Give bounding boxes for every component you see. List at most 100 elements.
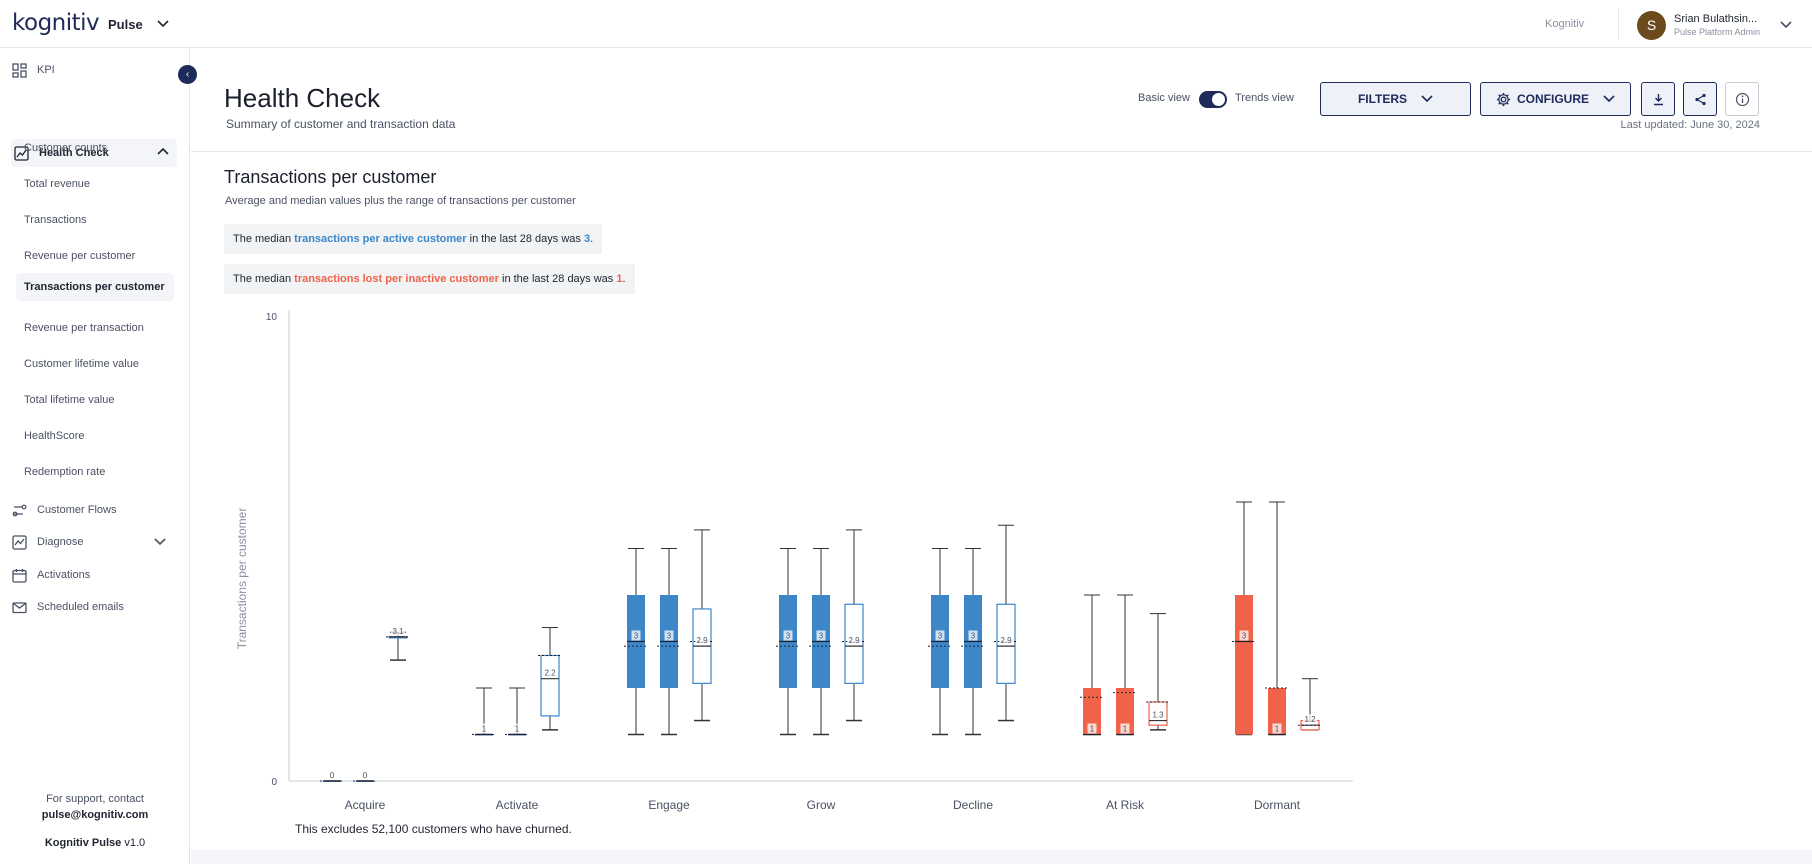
flows-icon bbox=[12, 504, 27, 516]
configure-label: CONFIGURE bbox=[1517, 92, 1589, 106]
configure-button[interactable]: CONFIGURE bbox=[1480, 82, 1631, 116]
data-label-bg bbox=[360, 770, 370, 780]
box bbox=[1268, 688, 1286, 735]
toggle-knob bbox=[1212, 93, 1225, 106]
box bbox=[540, 654, 560, 717]
kognitiv-logo[interactable]: kognitiv bbox=[12, 10, 100, 36]
user-menu[interactable]: S Srian Bulathsin... Pulse Platform Admi… bbox=[1637, 9, 1792, 41]
callout-text: The median bbox=[233, 273, 295, 285]
sidebar-item-label: KPI bbox=[37, 64, 55, 76]
chevron-down-icon[interactable] bbox=[154, 538, 166, 546]
info-icon bbox=[1735, 92, 1749, 106]
avatar: S bbox=[1637, 10, 1666, 40]
box bbox=[1116, 688, 1134, 735]
sidebar-item-customer-flows[interactable]: Customer Flows bbox=[12, 496, 116, 524]
sidebar-item-label: Activations bbox=[37, 569, 91, 581]
sidebar-sub-transactions[interactable]: Transactions bbox=[24, 214, 87, 226]
data-label: 1 bbox=[1123, 725, 1128, 734]
data-label: 2.9 bbox=[1000, 636, 1012, 645]
data-label: 1 bbox=[515, 725, 520, 734]
data-label: 2.9 bbox=[848, 636, 860, 645]
app-switcher[interactable]: Pulse bbox=[100, 0, 169, 48]
data-label-bg bbox=[1151, 709, 1165, 720]
sidebar-sub-total-lifetime-value[interactable]: Total lifetime value bbox=[24, 394, 115, 406]
data-label-bg bbox=[847, 635, 861, 646]
data-label: 2.2 bbox=[544, 669, 556, 678]
data-label-bg bbox=[968, 630, 978, 641]
data-label: 1 bbox=[1275, 725, 1280, 734]
x-tick-label: At Risk bbox=[1106, 798, 1145, 812]
y-tick-label: 10 bbox=[266, 312, 278, 323]
sidebar-sub-total-revenue[interactable]: Total revenue bbox=[24, 178, 91, 190]
data-label-bg bbox=[391, 625, 405, 636]
mail-icon bbox=[12, 601, 27, 613]
sidebar-sub-transactions-per-customer[interactable]: Transactions per customer bbox=[16, 273, 174, 301]
section-title: Transactions per customer bbox=[224, 167, 437, 187]
topbar-divider bbox=[1618, 8, 1619, 40]
data-label: 0 bbox=[363, 771, 368, 780]
chevron-up-icon[interactable] bbox=[157, 147, 169, 155]
page-title: Health Check bbox=[224, 83, 381, 113]
sidebar-sub-redemption-rate[interactable]: Redemption rate bbox=[24, 466, 106, 478]
last-updated: Last updated: June 30, 2024 bbox=[1620, 119, 1760, 131]
data-label-bg bbox=[543, 667, 557, 678]
data-label: 3 bbox=[634, 632, 639, 641]
callout-text: The median bbox=[233, 233, 295, 245]
data-label: 1 bbox=[1090, 725, 1095, 734]
callout-value: 3 bbox=[583, 233, 591, 245]
sidebar-item-label: Diagnose bbox=[37, 536, 84, 548]
chevron-down-icon bbox=[157, 20, 169, 28]
sidebar-item-label: Health Check bbox=[39, 147, 109, 159]
version: v1.0 bbox=[124, 837, 146, 849]
data-label-bg bbox=[935, 630, 945, 641]
callout-inactive-median: The median transactions lost per inactiv… bbox=[224, 264, 635, 294]
download-button[interactable] bbox=[1641, 82, 1675, 116]
view-toggle[interactable] bbox=[1199, 91, 1227, 108]
data-label: 3.1 bbox=[392, 627, 404, 636]
logo-text: kognitiv bbox=[12, 10, 100, 36]
callout-text: . bbox=[590, 233, 594, 245]
callout-metric: transactions per active customer bbox=[294, 233, 467, 245]
sidebar-item-health-check[interactable]: Health Check bbox=[11, 139, 177, 167]
data-label-bg bbox=[816, 630, 826, 641]
sidebar-sub-customer-counts[interactable]: Customer counts bbox=[24, 142, 108, 154]
data-label: 3 bbox=[971, 632, 976, 641]
chevron-down-icon bbox=[1780, 21, 1792, 29]
x-tick-label: Acquire bbox=[345, 798, 386, 812]
data-label-bg bbox=[1087, 723, 1097, 734]
x-tick-label: Engage bbox=[648, 798, 690, 812]
x-tick-label: Dormant bbox=[1254, 798, 1301, 812]
x-tick-label: Grow bbox=[807, 798, 836, 812]
support-text: For support, contact bbox=[46, 793, 144, 805]
basic-view-label: Basic view bbox=[1138, 92, 1190, 104]
data-label: 1 bbox=[482, 725, 487, 734]
boxplot-chart: 0 10 Transactions per customer Acquire Activ… bbox=[224, 300, 1354, 830]
sidebar-sub-customer-lifetime-value[interactable]: Customer lifetime value bbox=[24, 358, 139, 370]
chevron-down-icon bbox=[1421, 95, 1433, 103]
support-email-link[interactable]: pulse@kognitiv.com bbox=[41, 809, 149, 821]
sidebar-item-activations[interactable]: Activations bbox=[12, 561, 90, 589]
data-label-bg bbox=[479, 723, 489, 734]
sidebar-item-kpi[interactable]: KPI bbox=[12, 56, 55, 84]
user-role: Pulse Platform Admin bbox=[1674, 27, 1761, 37]
sidebar-item-scheduled-emails[interactable]: Scheduled emails bbox=[12, 593, 124, 621]
filters-button[interactable]: FILTERS bbox=[1320, 82, 1471, 116]
share-button[interactable] bbox=[1683, 82, 1717, 116]
sidebar-sub-revenue-per-customer[interactable]: Revenue per customer bbox=[24, 250, 136, 262]
sidebar-sub-healthscore[interactable]: HealthScore bbox=[24, 430, 85, 442]
data-label-bg bbox=[1272, 723, 1282, 734]
churn-note: This excludes 52,100 customers who have … bbox=[295, 822, 572, 836]
section-subtitle: Average and median values plus the range… bbox=[225, 195, 576, 207]
calendar-icon bbox=[12, 568, 27, 583]
x-tick-label: Activate bbox=[496, 798, 539, 812]
box bbox=[1083, 688, 1101, 735]
sidebar-sub-revenue-per-transaction[interactable]: Revenue per transaction bbox=[24, 322, 144, 334]
callout-text: in the last 28 days was bbox=[466, 233, 584, 245]
sidebar-collapse-button[interactable]: ‹ bbox=[178, 65, 197, 84]
callout-metric: transactions lost per inactive customer bbox=[294, 273, 499, 285]
data-label-bg bbox=[783, 630, 793, 641]
y-tick-label: 0 bbox=[271, 777, 277, 788]
sidebar-item-diagnose[interactable]: Diagnose bbox=[12, 528, 83, 556]
info-button[interactable] bbox=[1725, 82, 1759, 116]
